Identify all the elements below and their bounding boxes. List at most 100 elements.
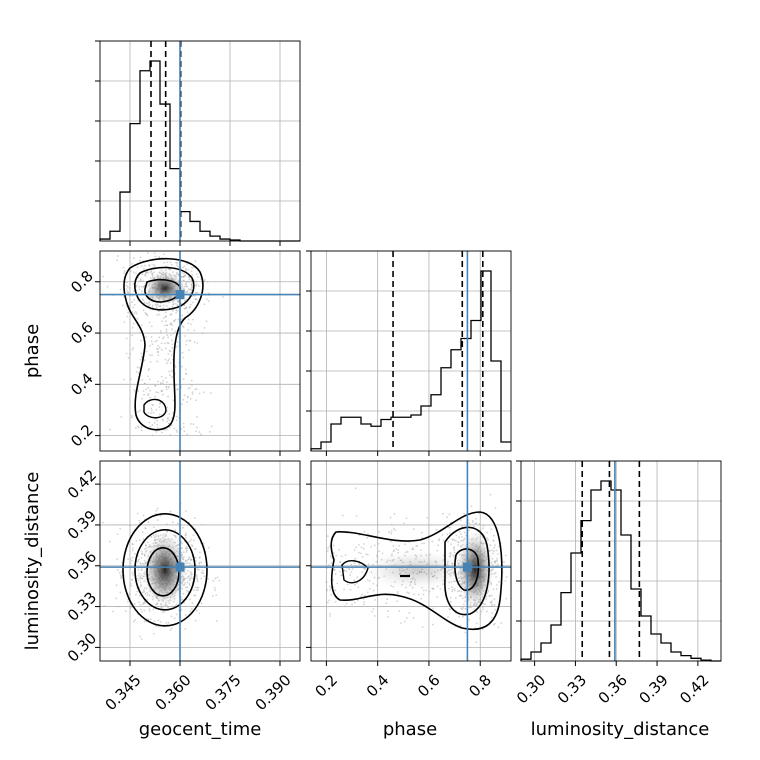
scatter-point (190, 288, 192, 290)
scatter-point (457, 541, 460, 544)
scatter-point (195, 574, 198, 577)
scatter-point (164, 311, 167, 314)
scatter-point (162, 419, 164, 421)
scatter-point (149, 361, 152, 363)
scatter-point (144, 311, 147, 314)
scatter-point (157, 391, 160, 394)
scatter-point (139, 578, 142, 580)
scatter-point (190, 270, 193, 273)
scatter-point (158, 313, 161, 316)
scatter-point (125, 352, 128, 355)
scatter-point (184, 532, 187, 535)
scatter-point (194, 619, 197, 622)
scatter-point (133, 303, 136, 306)
scatter-point (151, 354, 154, 357)
scatter-point (196, 416, 198, 418)
x-tick-label: 0.8 (465, 671, 495, 701)
scatter-point (441, 512, 444, 515)
scatter-point (185, 547, 187, 550)
scatter-point (176, 309, 179, 312)
scatter-point (175, 311, 178, 314)
scatter-point (216, 576, 219, 579)
scatter-point (356, 576, 358, 579)
scatter-point (156, 360, 159, 363)
scatter-point (135, 539, 138, 542)
scatter-point (189, 562, 191, 565)
scatter-point (160, 390, 163, 392)
scatter-point (470, 505, 473, 508)
scatter-point (166, 420, 169, 423)
scatter-point (152, 526, 155, 529)
scatter-point (386, 598, 389, 600)
scatter-point (180, 428, 183, 430)
scatter-point (366, 536, 369, 539)
contour-outer (122, 513, 208, 627)
scatter-point (387, 610, 390, 612)
x-tick-label: 0.33 (554, 671, 590, 707)
scatter-point (194, 388, 197, 391)
scatter-point (188, 582, 191, 585)
scatter-point (131, 348, 134, 351)
scatter-point (421, 536, 424, 539)
scatter-point (170, 313, 173, 316)
scatter-point (197, 586, 199, 589)
scatter-point (362, 547, 365, 550)
scatter-point (351, 567, 354, 570)
x-tick-label: 0.36 (595, 671, 631, 707)
scatter-point (188, 349, 190, 352)
scatter-point (208, 431, 211, 433)
scatter-point (151, 424, 154, 426)
scatter-point (141, 378, 144, 381)
scatter-point (369, 587, 371, 590)
scatter-point (182, 526, 184, 529)
x-axis-title-luminosity_distance: luminosity_distance (531, 719, 710, 740)
scatter-point (194, 594, 197, 597)
scatter-point (125, 284, 128, 287)
scatter-point (329, 555, 332, 558)
y-tick-label: 0.8 (67, 267, 97, 297)
scatter-point (190, 538, 192, 541)
scatter-point (154, 384, 156, 387)
scatter-point (162, 393, 164, 396)
scatter-point (497, 580, 500, 583)
scatter-point (155, 528, 157, 531)
x-tick-label: 0.375 (202, 671, 245, 714)
y-tick-label: 0.42 (64, 466, 100, 502)
scatter-point (173, 617, 176, 620)
scatter-point (132, 306, 135, 309)
scatter-point (215, 620, 218, 623)
scatter-point (170, 354, 173, 356)
scatter-point (505, 576, 508, 579)
scatter-point (131, 571, 134, 574)
scatter-point (417, 593, 420, 596)
scatter-point (208, 292, 211, 295)
scatter-point (192, 301, 194, 304)
scatter-point (156, 423, 159, 426)
scatter-point (492, 539, 495, 542)
scatter-point (131, 416, 133, 419)
scatter-point (159, 305, 162, 308)
scatter-point (495, 588, 498, 590)
scatter-point (160, 390, 163, 393)
scatter-point (182, 275, 185, 278)
scatter-point (134, 619, 136, 621)
scatter-point (153, 421, 156, 424)
scatter-point (173, 319, 175, 322)
scatter-point (191, 391, 194, 394)
scatter-point (117, 255, 119, 257)
scatter-point (156, 427, 159, 429)
scatter-point (200, 602, 203, 605)
scatter-point (190, 558, 193, 561)
scatter-point (120, 575, 123, 578)
scatter-point (137, 579, 140, 582)
scatter-point (205, 298, 208, 300)
scatter-point (339, 570, 341, 573)
scatter-point (155, 430, 158, 433)
scatter-point (332, 544, 335, 547)
scatter-point (169, 261, 172, 264)
panel-frame (99, 250, 301, 452)
scatter-point (129, 378, 132, 381)
scatter-point (348, 568, 351, 571)
scatter-point (139, 278, 142, 280)
scatter-point (355, 546, 358, 549)
